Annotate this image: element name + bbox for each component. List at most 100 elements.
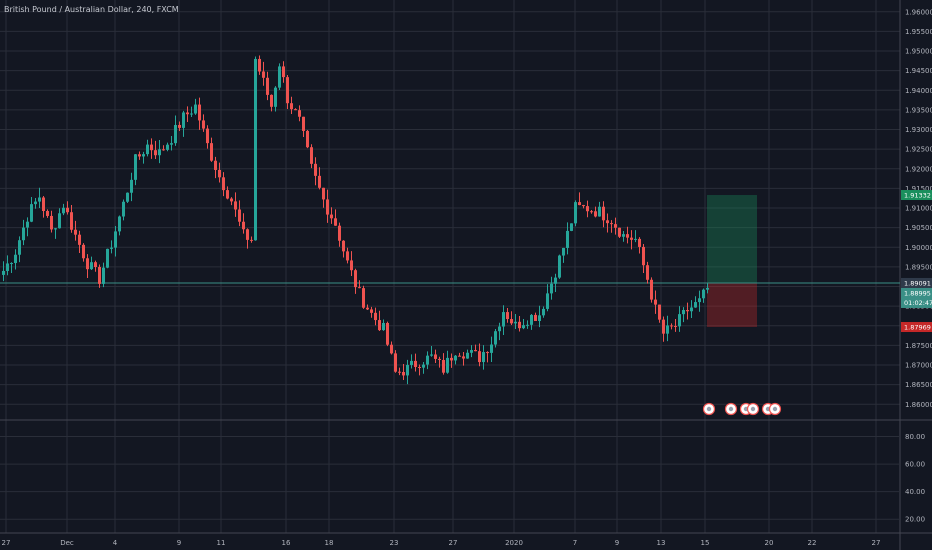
candle-body [498,326,501,332]
candle-body [206,128,209,144]
candle-body [10,263,13,265]
y-tick-label: 1.91500 [905,185,932,193]
y-tick-label: 1.95000 [905,48,932,56]
candle-body [690,307,693,312]
candle-body [506,312,509,320]
candle-body [490,344,493,353]
candle-body [6,263,9,271]
candle-body [666,325,669,334]
candle-body [466,352,469,359]
candle-body [234,201,237,210]
candle-body [706,287,709,290]
candle-body [646,265,649,280]
y-tick-label: 1.94000 [905,87,932,95]
candle-body [382,322,385,331]
x-tick-label: 7 [573,539,577,547]
candle-body [386,322,389,345]
indicator-tick-label: 20.00 [905,516,925,524]
candle-body [470,350,473,353]
y-tick-label: 1.96000 [905,8,932,16]
stop-price-label: 1.87969 [904,324,931,332]
target-price-label: 1.91332 [904,192,931,200]
candle-body [478,351,481,363]
candle-body [82,244,85,259]
candle-body [590,211,593,213]
candle-body [390,344,393,354]
candle-body [378,320,381,331]
current-price-label-bg [901,287,932,308]
candle-body [586,206,589,212]
candle-body [594,211,597,217]
candle-body [402,372,405,376]
candle-body [578,202,581,206]
candle-body [574,202,577,224]
candle-body [302,116,305,131]
candle-body [198,104,201,121]
candle-body [630,237,633,240]
candle-body [442,359,445,373]
entry-price-label: 1.89091 [904,279,931,287]
candle-body [58,213,61,229]
candle-body [298,110,301,117]
candle-body [554,277,557,284]
candle-body [210,143,213,161]
candle-body [486,352,489,354]
candle-body [254,58,257,241]
candle-body [406,364,409,376]
y-tick-label: 1.94500 [905,67,932,75]
x-tick-label: 18 [325,539,334,547]
candle-body [454,355,457,361]
candle-body [318,175,321,188]
candle-body [458,355,461,357]
candle-body [662,319,665,334]
candle-body [30,204,33,222]
x-tick-label: 15 [701,539,710,547]
stop-price-label-bg [901,322,932,333]
candle-body [342,240,345,252]
y-tick-label: 1.90000 [905,244,932,252]
candle-body [66,207,69,213]
candle-body [582,205,585,207]
indicator-tick-label: 60.00 [905,461,925,469]
candle-body [702,289,705,299]
candle-body [102,267,105,284]
candle-body [46,210,49,216]
candle-body [414,360,417,367]
event-flag-dot [728,406,734,412]
candle-body [278,66,281,88]
y-tick-label: 1.92000 [905,165,932,173]
indicator-tick-label: 80.00 [905,433,925,441]
x-tick-label: 16 [282,539,291,547]
candle-body [158,149,161,156]
candle-body [242,221,245,230]
candle-body [50,215,53,230]
candle-body [426,355,429,365]
candle-body [186,112,189,115]
candle-body [142,154,145,157]
candle-body [182,112,185,128]
y-tick-label: 1.86500 [905,381,932,389]
candle-body [354,270,357,288]
y-tick-label: 1.86000 [905,401,932,409]
candle-body [18,240,21,255]
candle-body [150,144,153,151]
candle-body [514,321,517,324]
candle-body [14,254,17,264]
candle-body [34,201,37,205]
candle-body [222,177,225,191]
candle-body [290,103,293,110]
candle-body [606,220,609,224]
candle-body [78,234,81,245]
candle-body [462,356,465,359]
candle-body [174,124,177,144]
stop-loss-zone [707,282,757,328]
candle-body [418,366,421,368]
y-tick-label: 1.91000 [905,205,932,213]
candle-body [698,298,701,303]
candle-body [330,214,333,219]
candle-body [610,223,613,225]
candle-body [634,238,637,240]
candle-body [322,187,325,200]
candle-body [550,283,553,294]
